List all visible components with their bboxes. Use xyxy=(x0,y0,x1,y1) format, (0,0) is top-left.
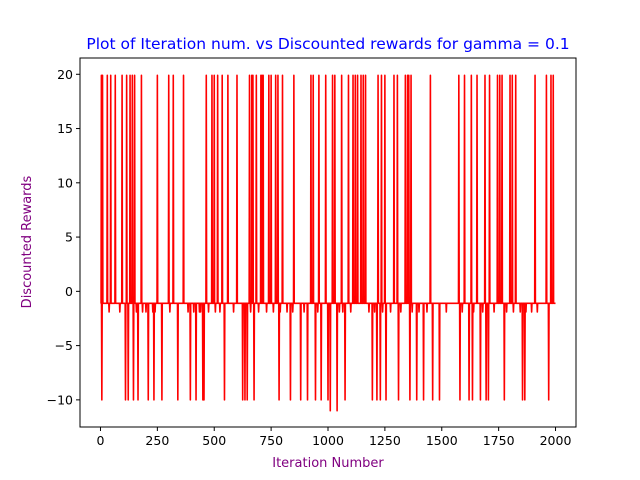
y-axis-ticks: −10 −5 0 5 10 15 20 xyxy=(47,67,80,407)
y-tick-label: 20 xyxy=(57,67,73,82)
y-tick-label: −5 xyxy=(55,338,73,353)
series-line xyxy=(100,74,556,412)
y-tick-label: 0 xyxy=(65,284,73,299)
x-tick-label: 1000 xyxy=(312,433,344,448)
x-axis-ticks: 0 250 500 750 1000 1250 1500 1750 2000 xyxy=(97,427,572,448)
x-tick-label: 1500 xyxy=(426,433,458,448)
y-tick-label: 5 xyxy=(65,230,73,245)
x-tick-label: 2000 xyxy=(540,433,572,448)
series-layer xyxy=(100,74,556,412)
x-axis-label: Iteration Number xyxy=(272,456,384,471)
x-tick-label: 750 xyxy=(259,433,283,448)
x-tick-label: 500 xyxy=(202,433,226,448)
y-tick-label: 10 xyxy=(57,175,73,190)
y-tick-label: 15 xyxy=(57,121,73,136)
y-tick-label: −10 xyxy=(47,392,73,407)
x-tick-label: 1250 xyxy=(369,433,401,448)
x-tick-label: 1750 xyxy=(483,433,515,448)
chart-title: Plot of Iteration num. vs Discounted rew… xyxy=(86,35,569,53)
y-axis-label: Discounted Rewards xyxy=(20,175,35,308)
x-tick-label: 250 xyxy=(145,433,169,448)
x-tick-label: 0 xyxy=(97,433,105,448)
